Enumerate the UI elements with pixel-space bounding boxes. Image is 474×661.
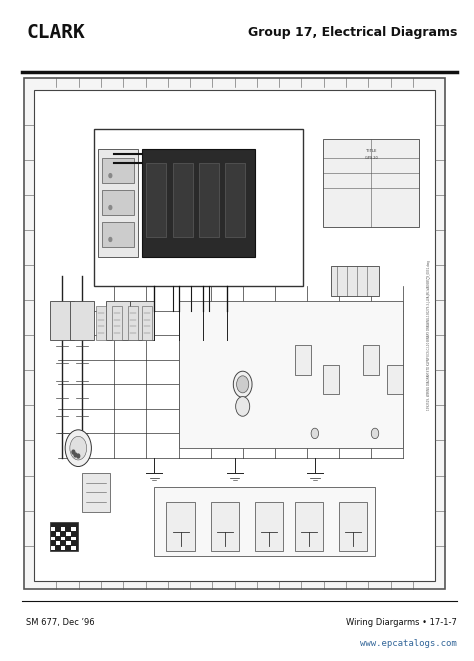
Bar: [173, 163, 192, 237]
Bar: [225, 163, 245, 237]
Bar: [102, 159, 135, 183]
Bar: [179, 301, 403, 448]
Bar: [72, 537, 76, 541]
Bar: [66, 531, 71, 535]
Bar: [102, 190, 135, 215]
FancyBboxPatch shape: [24, 78, 446, 590]
Bar: [323, 139, 419, 227]
Bar: [102, 222, 135, 247]
Bar: [387, 365, 403, 394]
Bar: [199, 163, 219, 237]
Text: 1992519, WIRING DIAGRAM STD KLPNP ECS,C,L10 BINARY DRAWING,130279-3-J,LFA-JRL\VA: 1992519, WIRING DIAGRAM STD KLPNP ECS,C,…: [427, 260, 431, 410]
Bar: [295, 345, 311, 375]
Bar: [51, 547, 55, 551]
Bar: [72, 547, 76, 551]
Circle shape: [109, 237, 112, 241]
Circle shape: [74, 453, 77, 457]
Bar: [51, 527, 55, 531]
Bar: [61, 527, 65, 531]
Circle shape: [236, 397, 250, 416]
Text: SM 677, Dec ’96: SM 677, Dec ’96: [26, 617, 95, 627]
Bar: [363, 345, 379, 375]
Bar: [50, 522, 78, 551]
Circle shape: [70, 436, 87, 460]
Bar: [323, 365, 339, 394]
Bar: [56, 531, 60, 535]
Bar: [255, 502, 283, 551]
Bar: [106, 301, 130, 340]
Bar: [70, 301, 94, 340]
Bar: [50, 301, 74, 340]
Bar: [339, 502, 367, 551]
Circle shape: [109, 174, 112, 178]
Bar: [295, 502, 323, 551]
Bar: [166, 502, 194, 551]
Circle shape: [233, 371, 252, 397]
Bar: [56, 541, 60, 545]
Bar: [142, 149, 255, 256]
Text: CLARK: CLARK: [26, 22, 85, 42]
Bar: [155, 487, 375, 556]
Bar: [61, 547, 65, 551]
Text: GPS 20: GPS 20: [365, 157, 377, 161]
Circle shape: [65, 430, 91, 467]
Text: www.epcatalogs.com: www.epcatalogs.com: [360, 639, 457, 648]
Bar: [142, 306, 153, 340]
Text: TITLE: TITLE: [366, 149, 376, 153]
Bar: [130, 301, 155, 340]
Circle shape: [371, 428, 379, 439]
FancyBboxPatch shape: [34, 90, 435, 581]
Bar: [61, 537, 65, 541]
Bar: [331, 266, 379, 296]
Circle shape: [109, 206, 112, 210]
Bar: [66, 541, 71, 545]
Bar: [210, 502, 239, 551]
Bar: [128, 306, 138, 340]
Bar: [96, 306, 106, 340]
Bar: [72, 527, 76, 531]
Bar: [112, 306, 122, 340]
Circle shape: [77, 454, 80, 458]
Circle shape: [72, 450, 75, 454]
Text: Wiring Diargarms • 17-1-7: Wiring Diargarms • 17-1-7: [346, 617, 457, 627]
Bar: [82, 473, 110, 512]
Text: Group 17, Electrical Diagrams: Group 17, Electrical Diagrams: [248, 26, 457, 39]
Bar: [98, 149, 138, 256]
Circle shape: [311, 428, 319, 439]
Circle shape: [237, 376, 249, 393]
Bar: [51, 537, 55, 541]
Bar: [94, 129, 303, 286]
Bar: [146, 163, 166, 237]
